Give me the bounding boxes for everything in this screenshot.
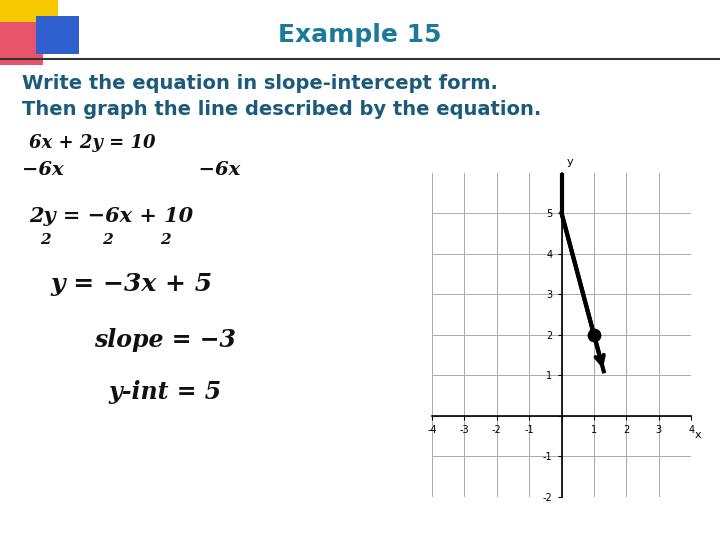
Text: Then graph the line described by the equation.: Then graph the line described by the equ… (22, 99, 541, 119)
Text: y-int = 5: y-int = 5 (108, 380, 221, 403)
Text: y: y (567, 157, 573, 167)
Text: 2y = −6x + 10: 2y = −6x + 10 (29, 206, 193, 226)
Text: y = −3x + 5: y = −3x + 5 (50, 272, 212, 295)
FancyBboxPatch shape (36, 16, 79, 54)
Text: −6x                    −6x: −6x −6x (22, 161, 240, 179)
Text: slope = −3: slope = −3 (94, 328, 235, 352)
Text: 6x + 2y = 10: 6x + 2y = 10 (29, 134, 156, 152)
Text: Example 15: Example 15 (278, 23, 442, 47)
FancyBboxPatch shape (0, 22, 43, 65)
Text: Write the equation in slope-intercept form.: Write the equation in slope-intercept fo… (22, 74, 498, 93)
Text: x: x (694, 430, 701, 440)
FancyBboxPatch shape (0, 0, 58, 38)
Point (588, 330, 600, 339)
Text: 2          2         2: 2 2 2 (40, 233, 171, 247)
